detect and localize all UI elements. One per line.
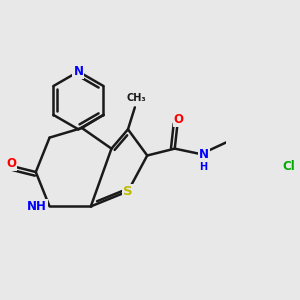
Text: N: N [74, 65, 83, 78]
Text: N: N [199, 148, 208, 160]
Text: O: O [6, 157, 16, 170]
Text: H: H [200, 161, 208, 172]
Text: Cl: Cl [282, 160, 295, 173]
Text: NH: NH [27, 200, 47, 213]
Text: O: O [174, 113, 184, 126]
Text: S: S [123, 185, 133, 198]
Text: CH₃: CH₃ [126, 93, 146, 103]
